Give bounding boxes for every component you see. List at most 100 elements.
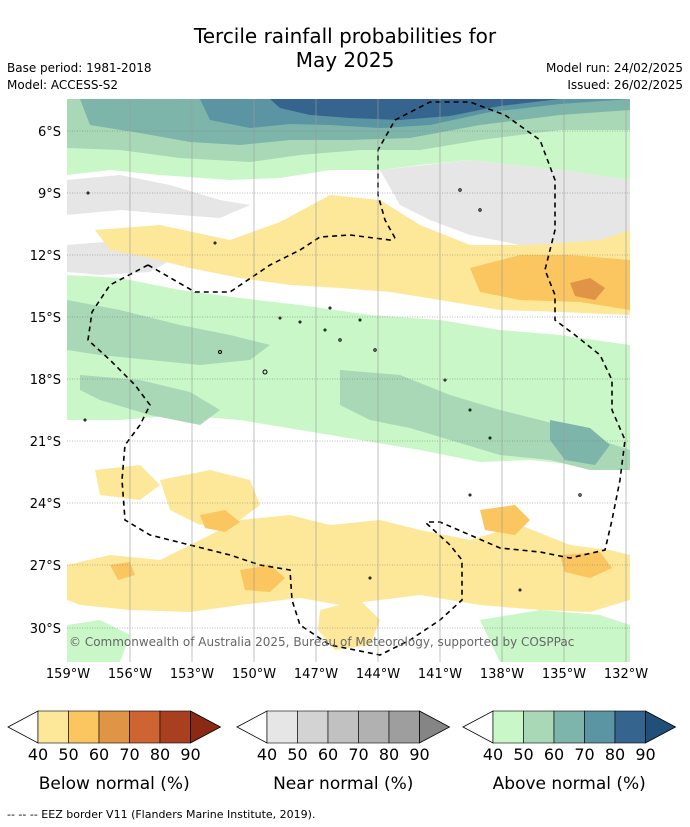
lon-label: 156°W xyxy=(108,667,152,682)
lon-label: 153°W xyxy=(170,667,214,682)
colorbar-tick: 70 xyxy=(119,745,139,764)
colorbar-swatch xyxy=(297,710,329,744)
lon-label: 159°W xyxy=(46,667,90,682)
colorbar-tick: 60 xyxy=(89,745,109,764)
colorbar-1: 40 50 60 70 80 90 Near normal (%) xyxy=(236,710,451,794)
colorbar-label: Above normal (%) xyxy=(493,774,646,794)
lon-label: 144°W xyxy=(356,667,400,682)
lat-label: 12°S xyxy=(30,249,61,264)
lon-label: 132°W xyxy=(604,667,648,682)
above-normal-region-central-2 xyxy=(67,300,270,365)
colorbar-label: Near normal (%) xyxy=(273,774,413,794)
above-normal-region-southwest xyxy=(67,620,130,662)
below-normal-patch-2 xyxy=(240,565,285,592)
colorbar-tick: 40 xyxy=(28,745,48,764)
colorbars: 40 50 60 70 80 90 Below normal (%) 40 50 60 70 80 90… xyxy=(7,710,677,794)
near-normal-region-west xyxy=(67,175,250,218)
colorbar-tick: 50 xyxy=(58,745,78,764)
colorbar-swatch xyxy=(129,710,161,744)
colorbar-swatch xyxy=(492,710,524,744)
colorbar-min-arrow xyxy=(7,710,39,744)
below-normal-patch-4 xyxy=(480,505,530,535)
colorbar-tick: 80 xyxy=(605,745,625,764)
below-normal-patch-1 xyxy=(200,510,240,532)
below-normal-region-southwest xyxy=(160,470,260,525)
colorbar-label: Below normal (%) xyxy=(39,774,190,794)
colorbar-swatch xyxy=(266,710,298,744)
colorbar-tick: 70 xyxy=(574,745,594,764)
lat-label: 18°S xyxy=(30,373,61,388)
colorbar-tick: 40 xyxy=(483,745,503,764)
lat-label: 24°S xyxy=(30,497,61,512)
colorbar-swatch xyxy=(614,710,646,744)
eez-legend: -- -- -- EEZ border V11 (Flanders Marine… xyxy=(7,808,316,821)
colorbar-tick: 80 xyxy=(150,745,170,764)
colorbar-2: 40 50 60 70 80 90 Above normal (%) xyxy=(462,710,677,794)
lon-label: 135°W xyxy=(542,667,586,682)
lon-label: 141°W xyxy=(418,667,462,682)
colorbar-max-arrow xyxy=(419,710,451,744)
colorbar-0: 40 50 60 70 80 90 Below normal (%) xyxy=(7,710,222,794)
lat-label: 27°S xyxy=(30,559,61,574)
longitude-labels: 159°W 156°W 153°W 150°W 147°W 144°W 141°… xyxy=(46,667,648,682)
lon-label: 150°W xyxy=(232,667,276,682)
colorbar-tick: 70 xyxy=(348,745,368,764)
colorbar-min-arrow xyxy=(236,710,268,744)
base-period: Base period: 1981-2018 xyxy=(7,61,152,75)
near-normal-region-north xyxy=(380,160,630,260)
meridians xyxy=(129,99,627,662)
colorbar-tick: 90 xyxy=(635,745,655,764)
colorbar-tick: 40 xyxy=(257,745,277,764)
below-normal-region-west xyxy=(95,465,160,500)
lon-label: 147°W xyxy=(294,667,338,682)
colorbar-max-arrow xyxy=(190,710,222,744)
islands xyxy=(83,188,582,592)
colorbar-swatch xyxy=(358,710,390,744)
lat-label: 6°S xyxy=(38,125,61,140)
meta-left: Base period: 1981-2018 Model: ACCESS-S2 xyxy=(7,60,152,94)
eez-border-west xyxy=(87,234,463,656)
colorbar-swatch xyxy=(388,710,420,744)
above-normal-region-central-3 xyxy=(80,375,220,425)
map-plot-area: © Commonwealth of Australia 2025, Bureau… xyxy=(67,99,630,662)
colorbar-tick: 90 xyxy=(180,745,200,764)
colorbar-swatch xyxy=(584,710,616,744)
colorbar-tick: 90 xyxy=(409,745,429,764)
colorbar-swatch xyxy=(327,710,359,744)
lat-label: 9°S xyxy=(38,187,61,202)
latitude-labels: 6°S 9°S 12°S 15°S 18°S 21°S 24°S 27°S 30… xyxy=(30,125,61,637)
colorbar-tick: 50 xyxy=(287,745,307,764)
above-normal-core-east xyxy=(550,420,610,465)
eez-border-east xyxy=(377,101,626,559)
title-line-2: May 2025 xyxy=(295,48,395,72)
title-line-1: Tercile rainfall probabilities for xyxy=(193,24,497,48)
lat-label: 30°S xyxy=(30,622,61,637)
model-run: Model run: 24/02/2025 xyxy=(545,61,683,75)
meta-right: Model run: 24/02/2025 Issued: 26/02/2025 xyxy=(546,60,683,94)
colorbar-tick: 50 xyxy=(513,745,533,764)
below-normal-patch-6 xyxy=(110,562,135,580)
colorbar-tick: 80 xyxy=(379,745,399,764)
below-normal-patch-3 xyxy=(318,600,380,650)
colorbar-swatch xyxy=(553,710,585,744)
colorbar-swatch xyxy=(523,710,555,744)
copyright-notice: © Commonwealth of Australia 2025, Bureau… xyxy=(69,635,574,649)
lon-label: 138°W xyxy=(480,667,524,682)
colorbar-max-arrow xyxy=(645,710,677,744)
colorbar-swatch xyxy=(159,710,191,744)
lat-label: 21°S xyxy=(30,435,61,450)
colorbar-min-arrow xyxy=(462,710,494,744)
map-title: Tercile rainfall probabilities for May 2… xyxy=(0,24,690,72)
colorbar-tick: 60 xyxy=(318,745,338,764)
model-name: Model: ACCESS-S2 xyxy=(7,78,119,92)
colorbar-swatch xyxy=(68,710,100,744)
colorbar-tick: 60 xyxy=(544,745,564,764)
issued-date: Issued: 26/02/2025 xyxy=(567,78,683,92)
below-normal-core-east xyxy=(570,278,605,300)
lat-label: 15°S xyxy=(30,311,61,326)
above-normal-region-southeast xyxy=(480,610,630,662)
colorbar-swatch xyxy=(37,710,69,744)
below-normal-region-south xyxy=(67,515,630,612)
below-normal-patch-5 xyxy=(560,552,612,578)
